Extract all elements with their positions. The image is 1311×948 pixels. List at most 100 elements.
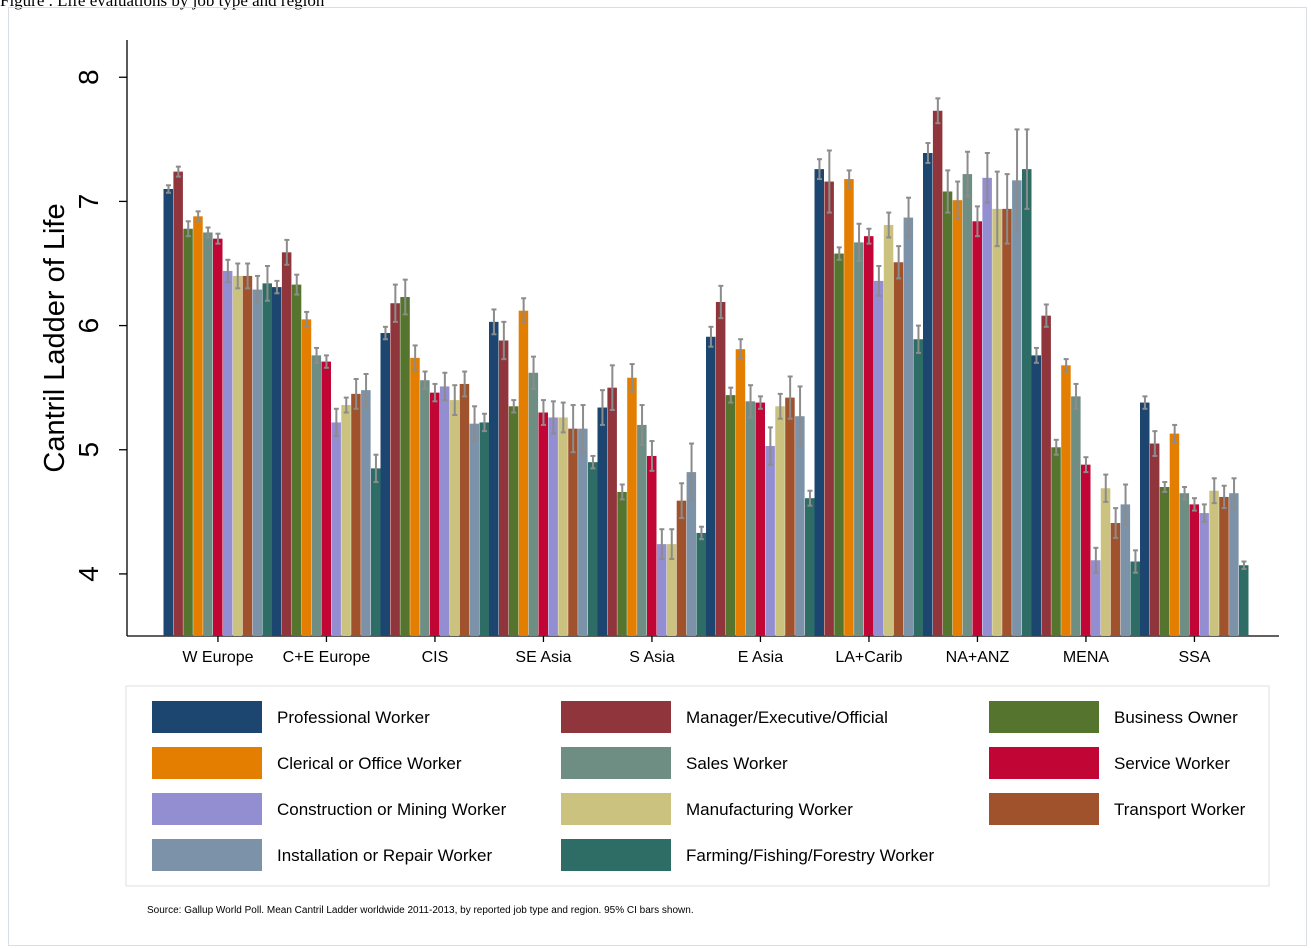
- legend-swatch: [152, 701, 262, 733]
- legend-swatch: [561, 793, 671, 825]
- bar: [232, 275, 243, 636]
- bar: [755, 402, 765, 636]
- bar: [469, 423, 480, 636]
- bar: [1041, 315, 1051, 636]
- x-tick-label: NA+ANZ: [946, 649, 1010, 666]
- bar: [203, 232, 213, 637]
- bar: [1110, 523, 1121, 636]
- bar: [715, 301, 726, 636]
- bar: [183, 228, 193, 636]
- bar: [489, 321, 499, 636]
- bar: [281, 252, 292, 636]
- bar: [745, 401, 756, 636]
- bar: [518, 310, 529, 636]
- bar: [380, 333, 390, 636]
- bar: [765, 446, 775, 636]
- bar: [439, 386, 450, 636]
- bar: [193, 216, 203, 637]
- bar: [1149, 443, 1160, 636]
- legend-label: Manager/Executive/Official: [686, 708, 888, 727]
- bar: [262, 283, 272, 636]
- bar: [696, 532, 706, 636]
- bar: [301, 319, 312, 636]
- legend-label: Professional Worker: [277, 708, 430, 727]
- bar: [1081, 464, 1091, 636]
- bar: [430, 392, 440, 636]
- bar: [321, 361, 331, 636]
- bar: [972, 221, 982, 637]
- bar: [873, 280, 884, 636]
- legend-swatch: [152, 747, 262, 779]
- bar: [1219, 496, 1229, 636]
- bar: [913, 339, 923, 636]
- legend-label: Sales Worker: [686, 754, 788, 773]
- x-tick-label: SE Asia: [515, 649, 571, 666]
- source-note: Source: Gallup World Poll. Mean Cantril …: [147, 905, 694, 916]
- bar: [242, 275, 253, 636]
- bar: [1022, 169, 1032, 636]
- bar: [588, 462, 598, 636]
- x-tick-label: SSA: [1178, 649, 1210, 666]
- bar: [1051, 447, 1061, 636]
- bar: [676, 500, 687, 636]
- bar: [361, 390, 371, 636]
- bar: [272, 287, 282, 636]
- bar: [1189, 504, 1199, 636]
- bar: [1012, 180, 1022, 636]
- bar: [597, 407, 607, 636]
- bar: [1159, 487, 1170, 636]
- bar: [805, 498, 815, 636]
- y-tick-label: 8: [73, 69, 104, 85]
- y-tick-label: 4: [73, 566, 104, 582]
- bar: [883, 225, 894, 636]
- bar: [795, 416, 805, 636]
- y-tick-label: 5: [73, 442, 104, 458]
- x-tick-label: CIS: [422, 649, 449, 666]
- bar: [548, 417, 558, 636]
- bar: [1239, 565, 1249, 636]
- bar: [1071, 396, 1081, 636]
- bar: [1140, 402, 1150, 636]
- legend-swatch: [989, 701, 1099, 733]
- legend-swatch: [152, 839, 262, 871]
- bar: [508, 406, 519, 636]
- bar: [607, 387, 617, 636]
- bar: [1229, 493, 1239, 636]
- bar: [923, 152, 933, 636]
- bar: [291, 284, 302, 636]
- x-tick-label: C+E Europe: [283, 649, 371, 666]
- bar: [1130, 561, 1140, 636]
- figure-frame: [8, 7, 1307, 946]
- bar: [1061, 365, 1071, 636]
- bar: [578, 428, 588, 636]
- bar: [222, 270, 233, 636]
- bar: [1002, 208, 1012, 636]
- bar: [311, 355, 322, 636]
- bar: [163, 189, 173, 636]
- legend-label: Clerical or Office Worker: [277, 754, 462, 773]
- bar: [666, 544, 677, 636]
- bar: [824, 181, 834, 637]
- legend-swatch: [561, 839, 671, 871]
- bar: [390, 303, 400, 636]
- bar: [449, 400, 460, 636]
- bar: [1120, 504, 1131, 636]
- bar: [459, 383, 470, 636]
- bar: [893, 262, 904, 636]
- legend-swatch: [561, 701, 671, 733]
- bar: [331, 422, 341, 636]
- bar: [400, 297, 410, 636]
- bar: [1100, 488, 1111, 636]
- bar: [844, 179, 854, 637]
- bar: [903, 217, 914, 636]
- bar: [814, 169, 824, 636]
- bar: [568, 428, 578, 636]
- bar: [932, 110, 943, 636]
- bar: [538, 412, 548, 636]
- bar: [1031, 355, 1041, 636]
- bar: [735, 349, 746, 636]
- legend-label: Manufacturing Worker: [686, 800, 853, 819]
- bar: [647, 455, 657, 636]
- bar: [617, 491, 627, 636]
- bar: [173, 171, 183, 636]
